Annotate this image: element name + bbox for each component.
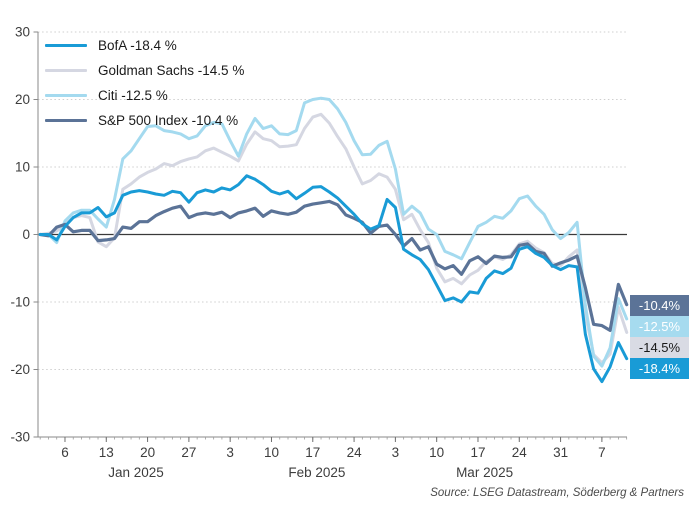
x-tick-label: 24 <box>347 445 363 460</box>
series-line-goldman-sachs <box>38 112 629 365</box>
legend-item-sp500: S&P 500 Index -10.4 % <box>45 108 244 133</box>
y-tick-label-10: 10 <box>15 160 30 175</box>
x-tick-label: 10 <box>429 445 444 460</box>
month-label: Jan 2025 <box>108 465 164 480</box>
month-label: Feb 2025 <box>288 465 345 480</box>
x-tick-label: 24 <box>512 445 528 460</box>
legend-label-bofa: BofA -18.4 % <box>98 38 177 53</box>
chart-legend: BofA -18.4 % Goldman Sachs -14.5 % Citi … <box>45 33 244 133</box>
y-tick-label--30: -30 <box>10 430 30 445</box>
x-tick-label: 17 <box>470 445 485 460</box>
month-label: Mar 2025 <box>456 465 513 480</box>
legend-label-sp500: S&P 500 Index -10.4 % <box>98 113 239 128</box>
legend-item-bofa: BofA -18.4 % <box>45 33 244 58</box>
legend-item-citi: Citi -12.5 % <box>45 83 244 108</box>
legend-label-citi: Citi -12.5 % <box>98 88 168 103</box>
citi-line-swatch-icon <box>45 93 87 98</box>
bofa-line-swatch-icon <box>45 43 87 48</box>
series-line-citi <box>38 96 629 368</box>
final-value-labels: -10.4% -12.5% -14.5% -18.4% <box>630 295 689 379</box>
legend-item-goldman-sachs: Goldman Sachs -14.5 % <box>45 58 244 83</box>
x-tick-label: 3 <box>226 445 234 460</box>
x-tick-label: 3 <box>392 445 400 460</box>
y-tick-label-20: 20 <box>15 92 30 107</box>
x-tick-label: 20 <box>140 445 155 460</box>
y-tick-label-0: 0 <box>22 227 30 242</box>
y-tick-label--20: -20 <box>10 362 30 377</box>
goldman-sachs-line-swatch-icon <box>45 68 87 73</box>
legend-label-goldman-sachs: Goldman Sachs -14.5 % <box>98 63 245 78</box>
series-line-sp500 <box>38 199 629 332</box>
x-tick-label: 6 <box>61 445 69 460</box>
final-value-badge-goldman-sachs: -14.5% <box>630 337 689 358</box>
x-tick-label: 13 <box>99 445 114 460</box>
x-tick-label: 7 <box>598 445 606 460</box>
y-tick-label-30: 30 <box>15 25 30 40</box>
series-line-bofa <box>38 174 629 384</box>
x-tick-label: 27 <box>181 445 196 460</box>
final-value-badge-citi: -12.5% <box>630 316 689 337</box>
x-tick-label: 31 <box>553 445 568 460</box>
x-tick-label: 17 <box>305 445 320 460</box>
final-value-badge-sp500: -10.4% <box>630 295 689 316</box>
x-tick-label: 10 <box>264 445 279 460</box>
source-attribution: Source: LSEG Datastream, Söderberg & Par… <box>430 487 684 499</box>
y-tick-label--10: -10 <box>10 295 30 310</box>
final-value-badge-bofa: -18.4% <box>630 358 689 379</box>
sp500-line-swatch-icon <box>45 118 87 123</box>
